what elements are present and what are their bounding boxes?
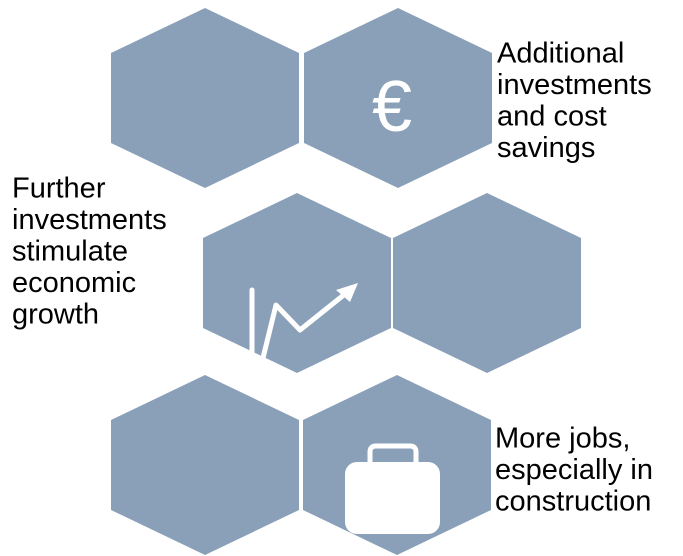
caption-line: economic	[12, 267, 136, 299]
chart-arrowhead	[336, 283, 358, 302]
hexagon	[111, 375, 299, 555]
caption-line: Further	[12, 173, 106, 205]
caption-line: stimulate	[12, 236, 128, 268]
briefcase-handle	[367, 443, 419, 465]
hexagon	[304, 8, 492, 188]
caption-line: savings	[497, 132, 595, 164]
caption-line: growth	[12, 299, 99, 331]
briefcase-icon	[345, 443, 440, 534]
hexagon	[111, 8, 299, 188]
growth-icon	[249, 283, 360, 380]
caption-line: Additional	[497, 38, 624, 70]
hexagon	[393, 193, 581, 373]
caption-line: More jobs,	[495, 423, 630, 455]
caption-line: and cost	[497, 101, 607, 133]
briefcase-body	[345, 462, 440, 534]
chart-line	[259, 287, 353, 365]
caption-line: construction	[495, 486, 651, 518]
caption-line: especially in	[495, 454, 653, 486]
caption-line: investments	[497, 69, 652, 101]
euro-icon: €	[372, 67, 412, 147]
hexagon	[203, 193, 391, 373]
caption-line: investments	[12, 204, 167, 236]
